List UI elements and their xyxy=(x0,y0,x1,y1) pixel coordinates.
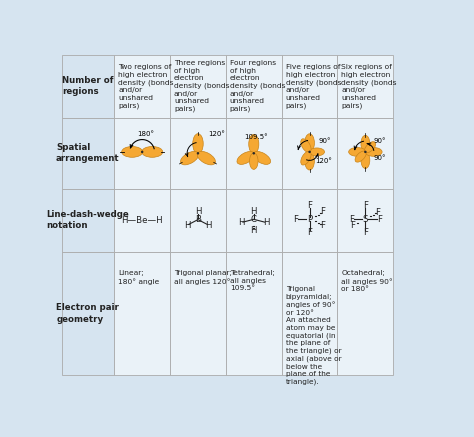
Text: 180°: 180° xyxy=(137,131,154,137)
Text: Octahedral;
all angles 90°
or 180°: Octahedral; all angles 90° or 180° xyxy=(341,271,393,292)
Text: 90°: 90° xyxy=(373,155,386,160)
Bar xyxy=(226,252,282,375)
Text: F: F xyxy=(349,215,354,224)
Text: H: H xyxy=(206,222,212,230)
Ellipse shape xyxy=(355,151,366,162)
Ellipse shape xyxy=(305,152,314,170)
Ellipse shape xyxy=(349,148,366,156)
Bar xyxy=(62,118,114,189)
Ellipse shape xyxy=(365,148,382,156)
Bar xyxy=(170,189,226,252)
Text: Trigonal planar;
all angles 120°: Trigonal planar; all angles 120° xyxy=(174,271,232,285)
Text: H: H xyxy=(251,226,257,235)
Text: H: H xyxy=(195,207,201,216)
Text: 120°: 120° xyxy=(208,131,225,137)
Text: Electron pair
geometry: Electron pair geometry xyxy=(56,303,119,323)
Text: S: S xyxy=(363,215,368,224)
Ellipse shape xyxy=(361,152,370,169)
Bar xyxy=(114,189,170,252)
Ellipse shape xyxy=(249,135,259,154)
Ellipse shape xyxy=(365,142,376,153)
Ellipse shape xyxy=(181,151,199,165)
Text: B: B xyxy=(195,215,201,224)
Bar xyxy=(226,189,282,252)
Ellipse shape xyxy=(122,146,143,157)
Ellipse shape xyxy=(361,135,370,152)
Text: Spatial
arrangement: Spatial arrangement xyxy=(56,143,120,163)
Ellipse shape xyxy=(301,139,311,153)
Text: 109.5°: 109.5° xyxy=(245,134,268,140)
Circle shape xyxy=(142,151,143,153)
Circle shape xyxy=(309,151,310,153)
Text: 120°: 120° xyxy=(315,158,332,164)
Text: Tetrahedral;
all angles
109.5°: Tetrahedral; all angles 109.5° xyxy=(230,271,274,291)
Ellipse shape xyxy=(193,134,203,154)
Text: F: F xyxy=(363,201,368,211)
Bar xyxy=(170,252,226,375)
Ellipse shape xyxy=(253,152,271,164)
Bar xyxy=(226,55,282,118)
Bar xyxy=(114,55,170,118)
Bar xyxy=(337,55,393,118)
Text: H: H xyxy=(184,222,191,230)
Text: Five regions of
high electron
density (bonds
and/or
unshared
pairs): Five regions of high electron density (b… xyxy=(285,64,341,108)
Text: H: H xyxy=(251,207,257,216)
Bar xyxy=(170,118,226,189)
Text: Line-dash-wedge
notation: Line-dash-wedge notation xyxy=(46,210,129,230)
Ellipse shape xyxy=(301,151,311,165)
Bar xyxy=(337,252,393,375)
Bar xyxy=(62,55,114,118)
Text: F: F xyxy=(350,222,356,230)
Bar xyxy=(62,252,114,375)
Bar xyxy=(226,118,282,189)
Bar xyxy=(282,189,337,252)
Circle shape xyxy=(253,153,255,154)
Ellipse shape xyxy=(142,146,163,157)
Bar xyxy=(282,118,337,189)
Ellipse shape xyxy=(237,152,255,164)
Text: H—Be—H: H—Be—H xyxy=(121,216,163,225)
Text: F: F xyxy=(363,228,368,236)
Ellipse shape xyxy=(309,148,325,156)
Text: F: F xyxy=(377,215,382,224)
Text: F: F xyxy=(307,228,312,236)
Text: F: F xyxy=(307,201,312,211)
Text: 90°: 90° xyxy=(374,138,386,144)
Text: Number of
regions: Number of regions xyxy=(62,76,114,97)
Text: Four regions
of high
electron
density (bonds
and/or
unshared
pairs): Four regions of high electron density (b… xyxy=(230,60,285,112)
Text: F: F xyxy=(320,222,325,230)
Text: F: F xyxy=(293,215,298,224)
Text: Three regions
of high
electron
density (bonds
and/or
unshared
pairs): Three regions of high electron density (… xyxy=(174,60,229,112)
Bar xyxy=(337,189,393,252)
Text: H: H xyxy=(238,218,245,227)
Text: C: C xyxy=(251,215,257,224)
Bar xyxy=(282,55,337,118)
Text: F: F xyxy=(320,207,325,216)
Bar xyxy=(62,189,114,252)
Text: Linear;
180° angle: Linear; 180° angle xyxy=(118,271,159,285)
Circle shape xyxy=(365,151,366,153)
Bar xyxy=(114,118,170,189)
Text: F: F xyxy=(375,208,380,217)
Ellipse shape xyxy=(305,134,314,152)
Text: Two regions of
high electron
density (bonds
and/or
unshared
pairs): Two regions of high electron density (bo… xyxy=(118,64,173,108)
Bar xyxy=(337,118,393,189)
Text: 90°: 90° xyxy=(319,138,331,144)
Bar xyxy=(282,252,337,375)
Ellipse shape xyxy=(197,151,216,165)
Text: H: H xyxy=(263,218,269,227)
Circle shape xyxy=(198,153,199,154)
Text: Six regions of
high electron
density (bonds
and/or
unshared
pairs): Six regions of high electron density (bo… xyxy=(341,64,397,108)
Ellipse shape xyxy=(249,153,258,170)
Bar xyxy=(170,55,226,118)
Text: Trigonal
bipyramidal;
angles of 90°
or 120°
An attached
atom may be
equatorial (: Trigonal bipyramidal; angles of 90° or 1… xyxy=(285,286,341,385)
Bar xyxy=(114,252,170,375)
Text: P: P xyxy=(307,215,312,224)
